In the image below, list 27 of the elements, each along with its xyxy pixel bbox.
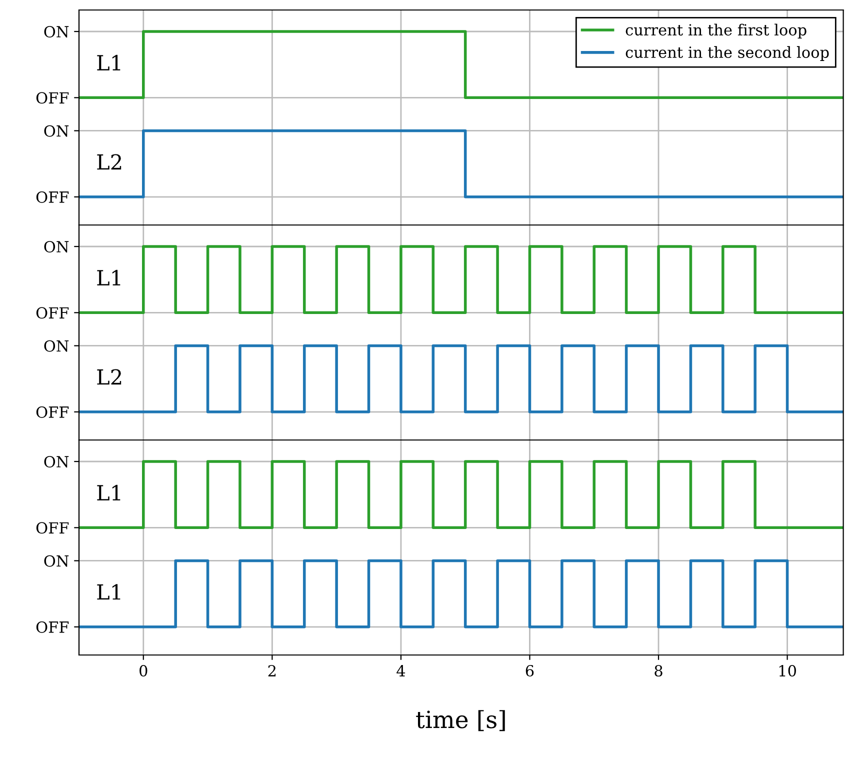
- annotation: L1: [97, 484, 120, 500]
- text: OFF: [36, 307, 69, 319]
- x-tick-label: 6: [526, 664, 534, 677]
- x-axis-title: time [s]: [416, 710, 505, 732]
- text: ON: [44, 240, 69, 253]
- text: ON: [44, 125, 69, 137]
- text: OFF: [36, 92, 69, 104]
- text: OFF: [36, 191, 69, 203]
- annotation: L2: [97, 154, 122, 170]
- text: ON: [44, 456, 69, 468]
- text: OFF: [36, 406, 69, 418]
- x-tick-label: 4: [396, 664, 406, 676]
- annotation: L1: [97, 270, 120, 286]
- x-tick-label: 8: [654, 664, 662, 677]
- x-tick-label: 10: [779, 664, 796, 677]
- text: OFF: [36, 522, 69, 534]
- x-tick-label: 0: [140, 664, 148, 677]
- text: ON: [44, 555, 69, 567]
- annotation: L1: [97, 54, 120, 70]
- annotation: L2: [97, 369, 122, 385]
- annotation: L1: [97, 584, 120, 600]
- x-tick-label: 2: [268, 664, 276, 676]
- text: ON: [44, 26, 69, 38]
- legend-label: current in the first loop: [626, 24, 806, 39]
- text: OFF: [36, 621, 69, 633]
- legend-label: current in the second loop: [626, 46, 829, 61]
- text: ON: [44, 340, 69, 352]
